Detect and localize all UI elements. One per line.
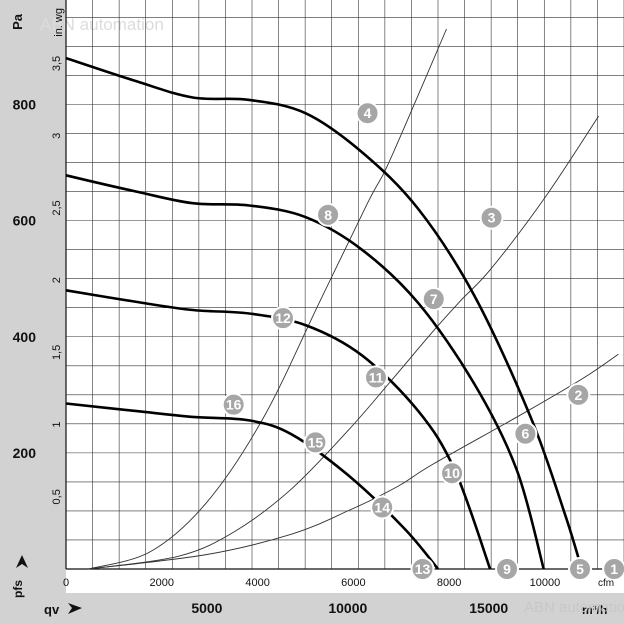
operating-point-label: 15: [308, 434, 324, 450]
operating-point-label: 3: [488, 210, 496, 226]
operating-point-label: 12: [275, 310, 291, 326]
operating-point-16: [221, 392, 246, 417]
y-right-tick-label: 1: [51, 422, 63, 428]
operating-point-label: 7: [430, 291, 438, 307]
operating-point-15: [303, 430, 328, 455]
watermark-bottom: ABN automation: [524, 599, 624, 616]
operating-point-label: 11: [369, 369, 384, 385]
operating-point-4: [355, 101, 380, 126]
operating-point-1: [602, 557, 624, 581]
x-axis-arrow-icon: [68, 603, 82, 614]
operating-point-11: [364, 365, 388, 390]
y-right-tick-label: 2,5: [51, 200, 63, 215]
x-axis-label: qv: [44, 602, 60, 617]
y-left-tick-label: 200: [13, 445, 37, 461]
x-top-tick-label: 8000: [437, 577, 461, 589]
x-top-tick-label: 10000: [530, 577, 561, 589]
operating-point-label: 9: [503, 561, 511, 577]
operating-point-label: 2: [574, 387, 582, 403]
fan-curve-2: [65, 174, 545, 570]
operating-point-7: [421, 287, 446, 312]
operating-point-8: [316, 202, 341, 227]
x-top-tick-label: 4000: [245, 577, 269, 589]
x-top-tick-label: 0: [63, 577, 69, 589]
y-right-tick-label: 3: [51, 133, 63, 139]
system-curve-3: [88, 353, 619, 570]
operating-point-10: [440, 461, 465, 486]
operating-point-label: 4: [364, 105, 372, 121]
y-right-tick-label: 1,5: [51, 345, 63, 360]
x-top-unit-label: cfm: [598, 578, 614, 589]
x-top-tick-label: 2000: [150, 577, 174, 589]
operating-point-2: [566, 382, 591, 407]
operating-point-label: 16: [226, 397, 242, 413]
operating-point-label: 13: [415, 561, 431, 577]
tick-labels: 200 400 600 800 0,5 1 1,5 2 2,5 3 3,5 0 2000 4000 6000…: [13, 56, 561, 616]
fan-curve-1: [65, 56, 583, 570]
fan-curve-4: [65, 402, 440, 570]
bottom-margin-band: [0, 593, 624, 624]
y-right-tick-label: 3,5: [51, 56, 63, 71]
y-left-tick-label: 400: [13, 329, 37, 345]
y-left-tick-label: 600: [13, 213, 37, 229]
y-axis-arrow-icon: [16, 555, 28, 568]
operating-point-label: 8: [324, 207, 332, 223]
system-curves: [88, 28, 619, 570]
y-left-tick-label: 800: [13, 97, 37, 113]
y-right-tick-label: 2: [51, 277, 63, 283]
grid: [65, 0, 624, 570]
operating-point-label: 14: [374, 499, 390, 515]
y-axis-label: Pa: [10, 13, 25, 30]
operating-point-6: [513, 421, 538, 446]
operating-point-label: 5: [576, 561, 584, 577]
x-bottom-tick-label: 5000: [191, 600, 222, 616]
x-bottom-unit-label: m³/h: [582, 603, 607, 617]
operating-point-3: [479, 205, 504, 230]
system-curve-1: [88, 28, 447, 570]
x-bottom-tick-label: 15000: [469, 600, 508, 616]
x-top-tick-label: 6000: [341, 577, 365, 589]
y-right-unit-label: in. wg: [53, 8, 65, 37]
y-right-tick-label: 0,5: [51, 489, 63, 504]
operating-point-label: 6: [521, 426, 529, 442]
operating-point-14: [370, 495, 395, 520]
y-axis-symbol: pfs: [11, 580, 25, 598]
operating-point-13: [410, 557, 435, 581]
operating-point-label: 10: [444, 465, 460, 481]
operating-point-5: [568, 557, 593, 581]
watermark-top: ABN automation: [40, 15, 164, 34]
operating-point-label: 1: [610, 561, 618, 577]
x-bottom-tick-label: 10000: [328, 600, 367, 616]
operating-point-12: [271, 306, 295, 331]
left-margin-band: [0, 0, 66, 624]
system-curve-2: [88, 115, 599, 570]
operating-point-9: [495, 557, 520, 581]
